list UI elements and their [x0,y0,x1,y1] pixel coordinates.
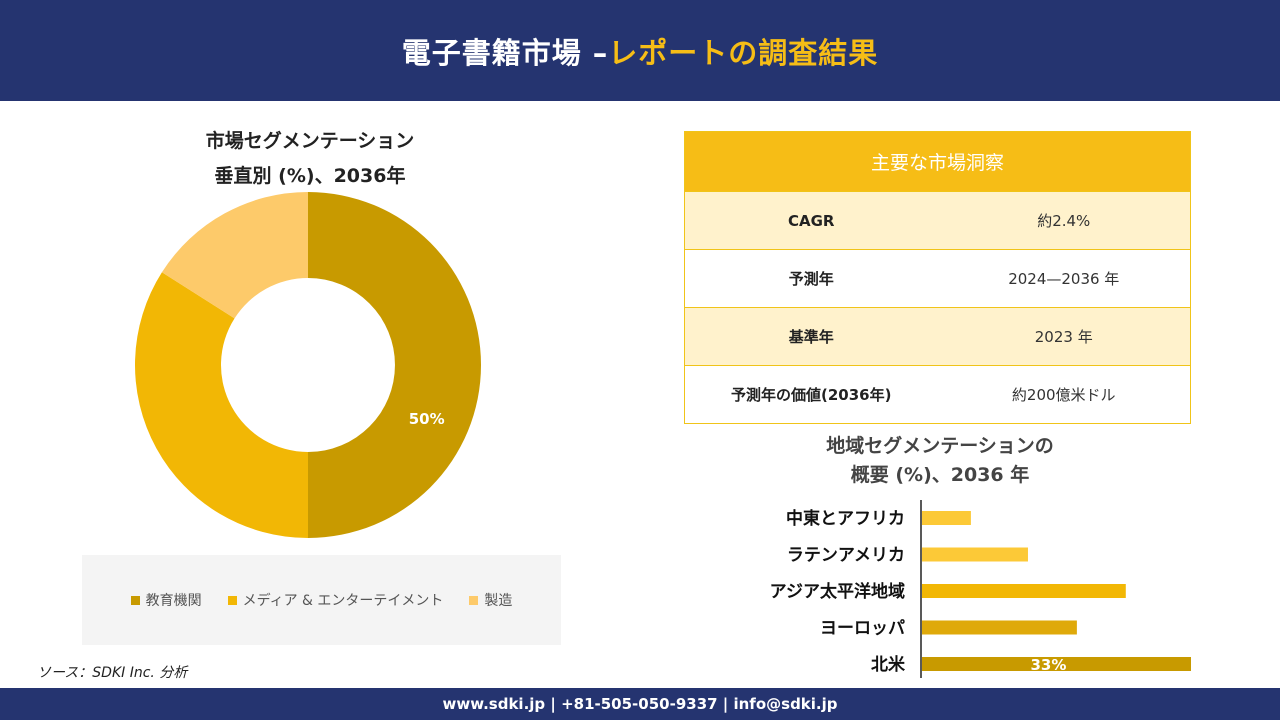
bar-chart-title: 地域セグメンテーションの 概要 (%)、2036 年 [740,432,1140,490]
legend-swatch [130,595,140,605]
bar-4 [922,657,1191,671]
insight-key: 基準年 [788,328,834,346]
legend-swatch [469,595,479,605]
donut-slice-1 [135,272,308,538]
insight-key: 予測年 [788,270,834,288]
bar-category-label: ヨーロッパ [820,619,905,639]
bar-title-line2: 概要 (%)、2036 年 [850,464,1030,486]
insight-row-forecast-years: 予測年 2024—2036 年 [685,249,1190,307]
bar-2 [922,584,1126,598]
legend-label: メディア & エンターテイメント [242,593,444,609]
donut-legend: 教育機関 メディア & エンターテイメント 製造 [82,555,561,645]
page-title: 電子書籍市場 –レポートの調査結果 [402,30,879,72]
insight-key: CAGR [788,211,835,230]
bar-data-label: 33% [1030,656,1066,674]
legend-item: メディア & エンターテイメント [227,590,444,610]
legend-item: 製造 [469,590,512,610]
bar-3 [922,620,1077,635]
insight-row-cagr: CAGR 約2.4% [685,191,1190,249]
donut-title-line1: 市場セグメンテーション [205,130,415,152]
donut-slice-2 [161,192,308,319]
insight-value: 約200億米ドル [1011,386,1116,404]
insight-value: 2024—2036 年 [1008,270,1120,288]
insight-key: 予測年の価値(2036年) [731,386,892,404]
donut-chart-title: 市場セグメンテーション 垂直別 (%)、2036年 [130,124,490,194]
legend-swatch [227,595,237,605]
legend-label: 製造 [484,593,513,609]
market-insights-table: 主要な市場洞察 CAGR 約2.4% 予測年 2024—2036 年 基準年 2… [684,131,1191,424]
bar-1 [922,547,1028,562]
donut-data-label: 50% [409,410,445,428]
title-main: 電子書籍市場 – [401,35,609,70]
bar-category-label: アジア太平洋地域 [770,581,905,602]
bar-category-label: 北米 [871,654,906,675]
source-note: ソース：SDKI Inc. 分析 [37,665,188,681]
bar-0 [922,511,971,525]
header-banner: 電子書籍市場 –レポートの調査結果 [0,0,1280,101]
insight-row-forecast-value: 予測年の価値(2036年) 約200億米ドル [685,365,1190,423]
insight-value: 2023 年 [1034,328,1093,346]
insights-heading: 主要な市場洞察 [685,132,1190,191]
insight-row-base-year: 基準年 2023 年 [685,307,1190,365]
insight-value: 約2.4% [1037,212,1091,230]
title-accent: レポートの調査結果 [608,35,879,70]
footer-contact: www.sdki.jp | +81-505-050-9337 | info@sd… [442,695,838,713]
bar-category-label: 中東とアフリカ [786,508,905,529]
legend-label: 教育機関 [145,593,202,609]
footer-banner: www.sdki.jp | +81-505-050-9337 | info@sd… [0,688,1280,720]
donut-slice-0 [308,192,481,538]
legend-item: 教育機関 [130,590,202,610]
donut-chart: 50% [135,192,481,538]
bar-title-line1: 地域セグメンテーションの [826,435,1054,457]
donut-title-line2: 垂直別 (%)、2036年 [214,165,406,187]
bar-category-label: ラテンアメリカ [787,546,905,566]
